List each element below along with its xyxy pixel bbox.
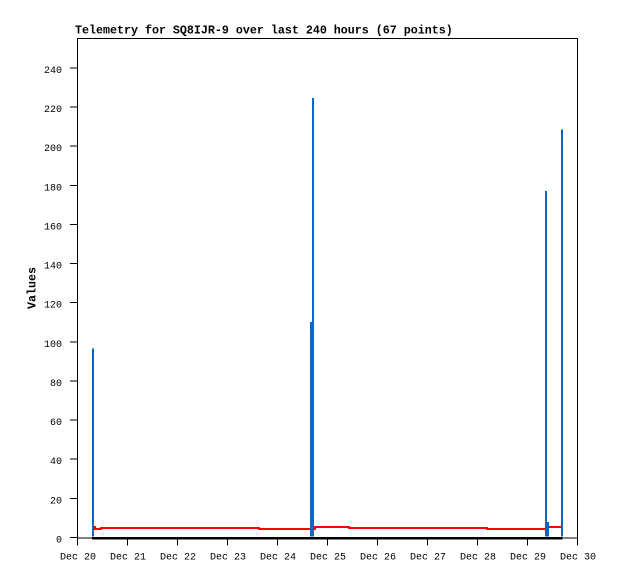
svg-text:Dec 23: Dec 23 (210, 553, 246, 564)
svg-text:Dec 25: Dec 25 (310, 553, 346, 564)
svg-text:60: 60 (50, 418, 62, 429)
svg-text:Dec 26: Dec 26 (360, 553, 396, 564)
svg-text:Dec 29: Dec 29 (510, 553, 546, 564)
svg-text:Dec 21: Dec 21 (110, 553, 146, 564)
svg-text:200: 200 (44, 144, 62, 155)
svg-text:Telemetry for SQ8IJR-9 over la: Telemetry for SQ8IJR-9 over last 240 hou… (75, 24, 453, 38)
svg-text:240: 240 (44, 66, 62, 77)
svg-text:Dec 22: Dec 22 (160, 553, 196, 564)
svg-text:Dec 20: Dec 20 (60, 553, 96, 564)
svg-text:180: 180 (44, 183, 62, 194)
svg-text:20: 20 (50, 496, 62, 507)
svg-text:140: 140 (44, 262, 62, 273)
svg-text:160: 160 (44, 222, 62, 233)
svg-text:Dec 28: Dec 28 (460, 553, 496, 564)
svg-text:Dec 30: Dec 30 (560, 553, 596, 564)
svg-text:0: 0 (56, 536, 62, 547)
svg-text:220: 220 (44, 105, 62, 116)
svg-text:80: 80 (50, 379, 62, 390)
svg-text:Dec 24: Dec 24 (260, 553, 296, 564)
svg-text:100: 100 (44, 340, 62, 351)
svg-text:Dec 27: Dec 27 (410, 553, 446, 564)
svg-text:120: 120 (44, 301, 62, 312)
svg-text:Values: Values (26, 267, 40, 309)
svg-text:40: 40 (50, 457, 62, 468)
